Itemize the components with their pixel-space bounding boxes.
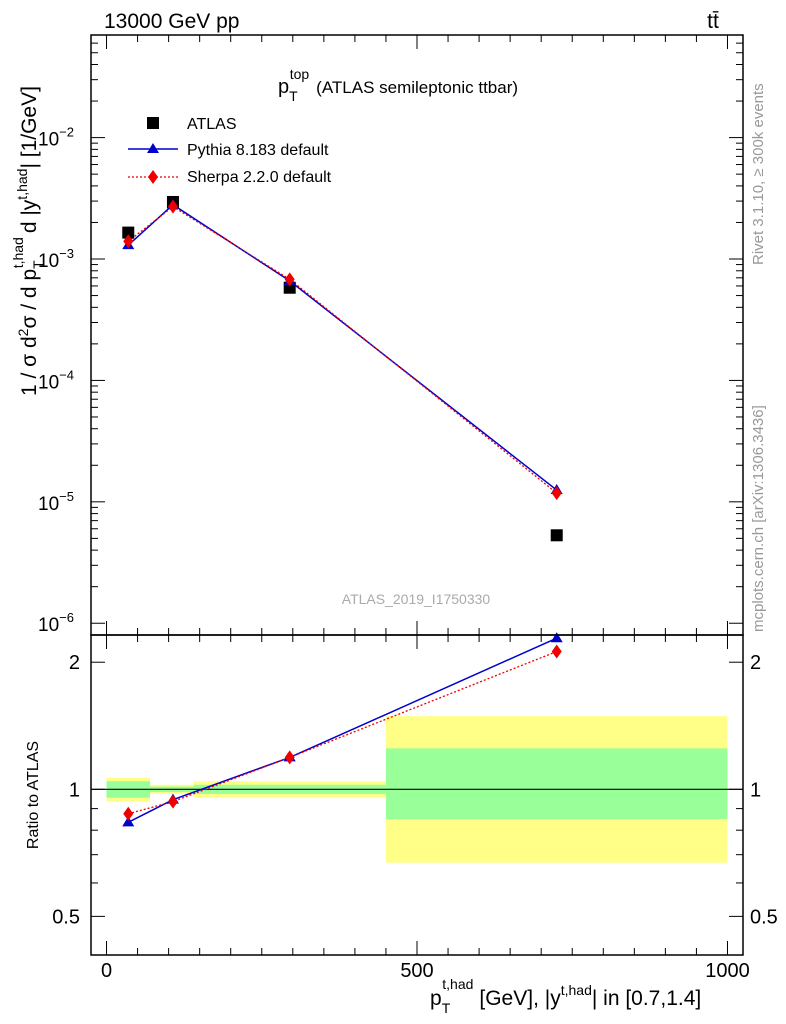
main-y-tick-label: 10−4: [38, 367, 74, 393]
ratio-frame: [90, 634, 744, 956]
main-y-tick-label: 10−3: [38, 246, 74, 272]
ratio-y-tick-label: 1: [69, 779, 80, 801]
x-tick-label: 1000: [705, 960, 750, 982]
main-line-pythia: [127, 203, 558, 491]
ratio-line-pythia: [127, 637, 558, 824]
main-point-sherpa: [167, 199, 178, 214]
ratio-panel: 0.5 0.5 1 1 2 2 0 500 1000 Ratio to ATLAS pTt,ha…: [25, 632, 778, 1016]
main-point-atlas: [122, 226, 135, 239]
ratio-data-points: [122, 632, 563, 827]
ratio-point-sherpa: [551, 644, 562, 659]
main-y-tick-label: 10−6: [38, 610, 74, 636]
legend-marker-pythia: [147, 143, 159, 153]
ratio-point-pythia: [122, 816, 135, 827]
ratio-point-sherpa: [123, 806, 134, 821]
x-axis-label: pTt,had[GeV], |yt,had| in [0.7,1.4]: [430, 976, 701, 1016]
analysis-watermark: ATLAS_2019_I1750330: [342, 591, 491, 607]
main-point-sherpa: [123, 234, 134, 249]
main-y-axis-label: 1 / σ d2σ / d pTt,hadd |yt,had| [1/GeV]: [10, 86, 46, 396]
process-label: tt̄: [707, 10, 719, 33]
legend-label-atlas: ATLAS: [187, 116, 237, 133]
ratio-y-tick-label: 2: [69, 652, 80, 674]
legend: ATLAS Pythia 8.183 default Sherpa 2.2.0 …: [128, 116, 332, 186]
rivet-version-text: Rivet 3.1.10, ≥ 300k events: [750, 83, 767, 265]
ratio-point-sherpa: [284, 750, 295, 765]
main-data-points: [122, 195, 563, 542]
legend-marker-sherpa: [148, 170, 158, 184]
ratio-point-pythia: [550, 632, 563, 643]
x-tick-label: 500: [400, 960, 433, 982]
main-panel: 10−6 10−5 10−4 10−3 10−2 pTtop(ATLAS semilep…: [10, 34, 744, 637]
legend-marker-atlas: [147, 117, 159, 129]
energy-label: 13000 GeV pp: [104, 10, 239, 33]
ratio-y-tick-label-right: 1: [750, 779, 761, 801]
ratio-y-axis-label: Ratio to ATLAS: [25, 741, 42, 849]
ratio-series-lines: [127, 637, 558, 824]
main-y-tick-labels: 10−6 10−5 10−4 10−3 10−2: [38, 125, 74, 637]
main-point-sherpa: [551, 486, 562, 501]
legend-label-sherpa: Sherpa 2.2.0 default: [187, 169, 332, 186]
ratio-axis-ticks: [91, 635, 743, 955]
main-y-tick-label: 10−2: [38, 125, 74, 151]
main-point-atlas: [550, 529, 563, 542]
ratio-y-tick-label-right: 0.5: [750, 906, 778, 928]
mcplots-text: mcplots.cern.ch [arXiv:1306.3436]: [750, 405, 767, 632]
legend-label-pythia: Pythia 8.183 default: [187, 142, 329, 159]
x-tick-label: 0: [101, 960, 112, 982]
main-y-tick-label: 10−5: [38, 489, 74, 515]
ratio-line-sherpa: [128, 650, 557, 815]
ratio-uncertainty-bands: [106, 716, 728, 863]
plot-title: pTtop(ATLAS semileptonic ttbar): [278, 66, 518, 104]
ratio-y-tick-label-right: 2: [750, 652, 761, 674]
ratio-y-tick-label: 0.5: [52, 906, 80, 928]
main-line-sherpa: [127, 205, 558, 494]
ratio-point-sherpa: [167, 794, 178, 809]
main-point-sherpa: [284, 272, 295, 287]
main-axis-ticks: [91, 34, 743, 635]
ratio-tick-labels: 0.5 0.5 1 1 2 2 0 500 1000: [52, 652, 778, 982]
ratio-band-inner: [385, 748, 728, 820]
main-series-lines: [127, 203, 558, 494]
